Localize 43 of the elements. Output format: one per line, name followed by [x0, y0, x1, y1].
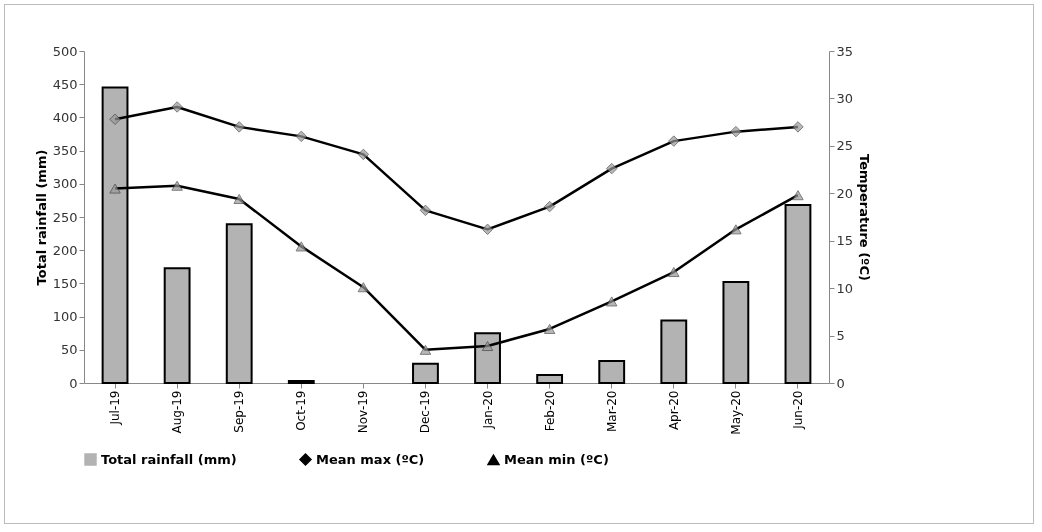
bar — [722, 281, 750, 384]
y2-tick-label: 0 — [836, 375, 845, 391]
bar — [225, 223, 253, 384]
y-tick-label: 350 — [52, 143, 78, 159]
y-axis-title: Total rainfall (mm) — [33, 149, 49, 286]
x-tick-label: Feb-20 — [542, 390, 557, 432]
x-tick-label: Dec-19 — [418, 390, 433, 434]
x-tick-label: Sep-19 — [232, 390, 247, 433]
y-tick-label: 100 — [52, 309, 78, 325]
y-tick-label: 450 — [52, 76, 78, 92]
x-tick-label: Oct-19 — [294, 390, 309, 431]
x-tick-label: May-20 — [728, 390, 743, 435]
bar — [163, 267, 191, 384]
x-tick-label: Apr-20 — [666, 390, 681, 431]
y-tick-label: 0 — [69, 375, 78, 391]
x-tick-label: Aug-19 — [170, 390, 185, 434]
y-tick-label: 50 — [60, 342, 78, 358]
y-tick-label: 150 — [52, 275, 78, 291]
y2-tick-label: 20 — [836, 185, 854, 201]
y2-tick-label: 5 — [836, 328, 845, 344]
x-tick-label: Jun-20 — [790, 390, 805, 430]
y-tick-label: 250 — [52, 209, 78, 225]
y2-tick-label: 30 — [836, 90, 854, 106]
bar — [536, 374, 564, 384]
bar — [598, 360, 626, 384]
x-tick-label: Jul-19 — [108, 390, 123, 426]
bar — [660, 319, 688, 384]
legend-label: Mean max (ºC) — [316, 451, 425, 467]
y-tick-label: 500 — [52, 43, 78, 59]
x-tick-label: Nov-19 — [356, 390, 371, 434]
y2-tick-label: 25 — [836, 138, 854, 154]
x-tick-label: Jan-20 — [480, 390, 495, 430]
y2-tick-label: 15 — [836, 233, 854, 249]
y2-tick-label: 10 — [836, 280, 854, 296]
y-tick-label: 200 — [52, 242, 78, 258]
y-tick-label: 300 — [52, 176, 78, 192]
y2-tick-label: 35 — [836, 43, 854, 59]
legend-label: Mean min (ºC) — [504, 451, 609, 467]
legend-label: Total rainfall (mm) — [101, 451, 237, 467]
y-tick-label: 400 — [52, 109, 78, 125]
bar — [412, 362, 439, 384]
x-tick-label: Mar-20 — [604, 390, 619, 432]
y2-axis-title: Temperature (ºC) — [857, 154, 873, 281]
